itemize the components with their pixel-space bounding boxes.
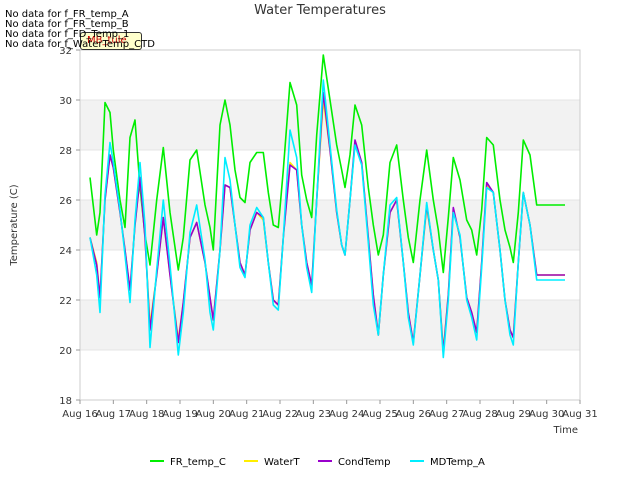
legend-item: FR_temp_C	[150, 457, 226, 468]
legend-item: WaterT	[244, 457, 301, 468]
background-band	[80, 300, 580, 350]
x-tick-label: Aug 22	[262, 409, 297, 420]
y-tick-label: 26	[59, 196, 72, 207]
legend-label: WaterT	[264, 457, 301, 468]
chart-title: Water Temperatures	[254, 3, 386, 18]
x-tick-label: Aug 28	[462, 409, 497, 420]
legend-label: FR_temp_C	[170, 457, 226, 468]
x-tick-label: Aug 16	[62, 409, 97, 420]
y-tick-label: 20	[59, 346, 72, 357]
tooltip-label: MB_tule	[87, 35, 127, 46]
x-tick-label: Aug 24	[329, 409, 364, 420]
series-lines	[89, 54, 565, 359]
x-tick-label: Aug 21	[229, 409, 264, 420]
no-data-message-2: No data for f_FR_temp_B	[5, 19, 129, 30]
legend-label: MDTemp_A	[430, 457, 485, 468]
y-tick-label: 24	[59, 246, 72, 257]
x-tick-label: Aug 27	[429, 409, 464, 420]
y-tick-label: 18	[59, 396, 72, 407]
y-axis-label: Temperature (C)	[9, 184, 20, 266]
no-data-message-4: No data for f_WaterTemp_CTD	[5, 39, 155, 50]
legend-item: CondTemp	[318, 457, 390, 468]
legend-label: CondTemp	[338, 457, 390, 468]
y-tick-label: 22	[59, 296, 72, 307]
x-tick-label: Aug 31	[562, 409, 597, 420]
x-axis-label: Time	[553, 425, 578, 436]
x-tick-label: Aug 18	[129, 409, 164, 420]
y-tick-label: 32	[59, 46, 72, 57]
tooltip-box: MB_tule	[80, 32, 142, 50]
x-tick-label: Aug 19	[162, 409, 197, 420]
y-tick-label: 30	[59, 96, 72, 107]
plot-area-frame	[79, 49, 581, 401]
x-tick-label: Aug 20	[196, 409, 231, 420]
x-tick-label: Aug 17	[96, 409, 131, 420]
x-tick-label: Aug 25	[362, 409, 397, 420]
x-tick-label: Aug 30	[529, 409, 564, 420]
series-line-mdtemp-a	[89, 79, 565, 359]
x-tick-label: Aug 29	[496, 409, 531, 420]
no-data-message-3: No data for f_FD_Temp_1	[5, 29, 130, 40]
y-tick-label: 28	[59, 146, 72, 157]
no-data-message-1: No data for f_FR_temp_A	[5, 9, 129, 20]
y-axis-ticks: 18 20 22 24 26 28 30 32	[59, 46, 80, 407]
legend: FR_temp_C WaterT CondTemp MDTemp_A	[150, 457, 485, 468]
x-tick-label: Aug 23	[296, 409, 331, 420]
legend-item: MDTemp_A	[410, 457, 485, 468]
series-line-fr-temp-c	[89, 54, 565, 274]
x-tick-label: Aug 26	[396, 409, 431, 420]
background-band	[80, 200, 580, 250]
